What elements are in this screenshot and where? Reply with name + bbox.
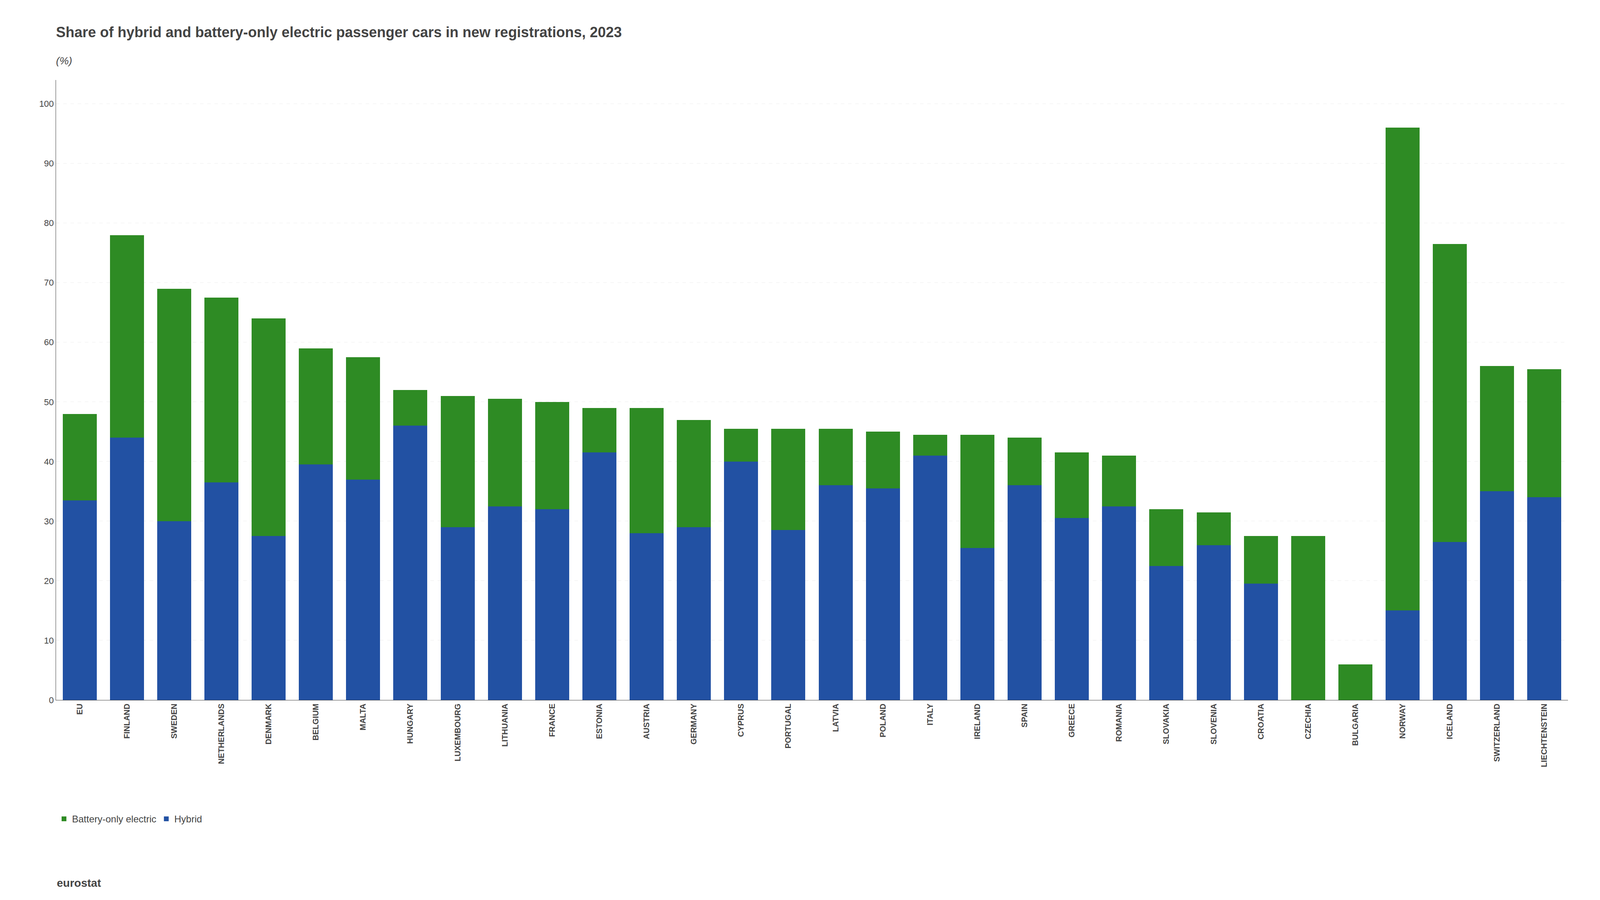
svg-text:Hybrid: Hybrid <box>174 813 202 825</box>
svg-text:CROATIA: CROATIA <box>1256 703 1266 740</box>
svg-text:EU: EU <box>75 703 84 715</box>
svg-text:IRELAND: IRELAND <box>972 703 982 740</box>
svg-text:Battery-only electric: Battery-only electric <box>72 813 157 825</box>
svg-text:80: 80 <box>44 218 54 228</box>
svg-text:GERMANY: GERMANY <box>689 703 698 745</box>
svg-text:LUXEMBOURG: LUXEMBOURG <box>453 703 462 762</box>
svg-text:90: 90 <box>44 158 54 169</box>
svg-text:10: 10 <box>44 635 54 646</box>
svg-text:Share of hybrid and battery-on: Share of hybrid and battery-only electri… <box>56 24 622 41</box>
svg-text:SPAIN: SPAIN <box>1020 703 1029 728</box>
svg-text:DENMARK: DENMARK <box>264 703 273 745</box>
svg-text:ICELAND: ICELAND <box>1445 703 1454 740</box>
svg-text:NETHERLANDS: NETHERLANDS <box>216 703 226 764</box>
svg-text:NORWAY: NORWAY <box>1398 703 1407 739</box>
svg-text:20: 20 <box>44 576 54 586</box>
svg-text:SWITZERLAND: SWITZERLAND <box>1492 703 1502 762</box>
svg-text:eurostat: eurostat <box>56 876 101 890</box>
svg-text:SLOVAKIA: SLOVAKIA <box>1161 703 1171 745</box>
svg-text:MALTA: MALTA <box>358 703 368 731</box>
svg-text:LATVIA: LATVIA <box>831 703 840 732</box>
svg-text:0: 0 <box>48 695 54 706</box>
svg-text:ITALY: ITALY <box>925 703 935 726</box>
svg-text:BELGIUM: BELGIUM <box>311 703 320 741</box>
svg-text:CZECHIA: CZECHIA <box>1303 703 1313 740</box>
svg-text:SLOVENIA: SLOVENIA <box>1209 703 1218 745</box>
svg-text:BULGARIA: BULGARIA <box>1350 703 1360 746</box>
svg-text:HUNGARY: HUNGARY <box>405 703 415 744</box>
svg-text:40: 40 <box>44 456 54 467</box>
svg-text:SWEDEN: SWEDEN <box>169 703 179 739</box>
svg-text:ESTONIA: ESTONIA <box>594 703 604 740</box>
svg-text:LITHUANIA: LITHUANIA <box>500 703 510 747</box>
svg-text:70: 70 <box>44 277 54 288</box>
svg-text:FRANCE: FRANCE <box>547 703 557 737</box>
svg-text:100: 100 <box>39 98 54 109</box>
svg-text:CYPRUS: CYPRUS <box>736 703 746 737</box>
svg-text:60: 60 <box>44 337 54 348</box>
svg-text:50: 50 <box>44 397 54 408</box>
svg-text:POLAND: POLAND <box>878 703 888 738</box>
svg-text:(%): (%) <box>56 54 72 67</box>
svg-text:LIECHTENSTEIN: LIECHTENSTEIN <box>1539 703 1549 768</box>
svg-text:30: 30 <box>44 516 54 527</box>
svg-text:GREECE: GREECE <box>1067 703 1076 738</box>
svg-text:AUSTRIA: AUSTRIA <box>642 703 651 740</box>
svg-text:PORTUGAL: PORTUGAL <box>783 703 793 749</box>
svg-text:FINLAND: FINLAND <box>122 703 132 739</box>
svg-text:ROMANIA: ROMANIA <box>1114 703 1124 742</box>
